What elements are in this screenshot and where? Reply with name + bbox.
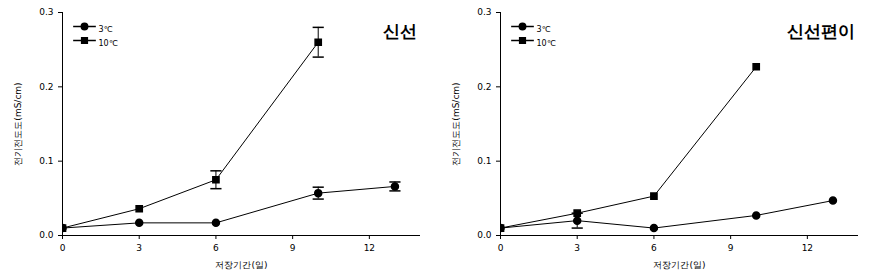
svg-text:0.2: 0.2 xyxy=(477,82,491,92)
svg-text:3℃: 3℃ xyxy=(537,25,551,34)
svg-text:9: 9 xyxy=(290,243,296,253)
svg-text:저장기간(일): 저장기간(일) xyxy=(653,260,705,270)
svg-text:12: 12 xyxy=(802,243,813,253)
svg-text:0.0: 0.0 xyxy=(39,230,54,240)
svg-text:신선편이: 신선편이 xyxy=(787,21,855,41)
svg-text:3: 3 xyxy=(136,243,142,253)
svg-text:신선: 신선 xyxy=(383,21,417,41)
svg-text:0.3: 0.3 xyxy=(39,7,53,17)
svg-text:전기전도도(mS/cm): 전기전도도(mS/cm) xyxy=(451,82,461,165)
svg-text:9: 9 xyxy=(728,243,734,253)
svg-text:0: 0 xyxy=(498,243,504,253)
svg-text:전기전도도(mS/cm): 전기전도도(mS/cm) xyxy=(13,82,23,165)
svg-text:0.0: 0.0 xyxy=(477,230,492,240)
svg-text:10℃: 10℃ xyxy=(99,39,118,48)
svg-text:6: 6 xyxy=(213,243,219,253)
svg-text:3℃: 3℃ xyxy=(99,25,113,34)
svg-text:10℃: 10℃ xyxy=(537,39,556,48)
svg-text:0: 0 xyxy=(60,243,66,253)
svg-text:0.3: 0.3 xyxy=(477,7,491,17)
svg-text:0.1: 0.1 xyxy=(477,156,491,166)
svg-text:12: 12 xyxy=(364,243,375,253)
svg-text:3: 3 xyxy=(574,243,580,253)
svg-text:0.1: 0.1 xyxy=(39,156,53,166)
svg-text:저장기간(일): 저장기간(일) xyxy=(215,260,267,270)
svg-text:0.2: 0.2 xyxy=(39,82,53,92)
svg-text:6: 6 xyxy=(651,243,657,253)
